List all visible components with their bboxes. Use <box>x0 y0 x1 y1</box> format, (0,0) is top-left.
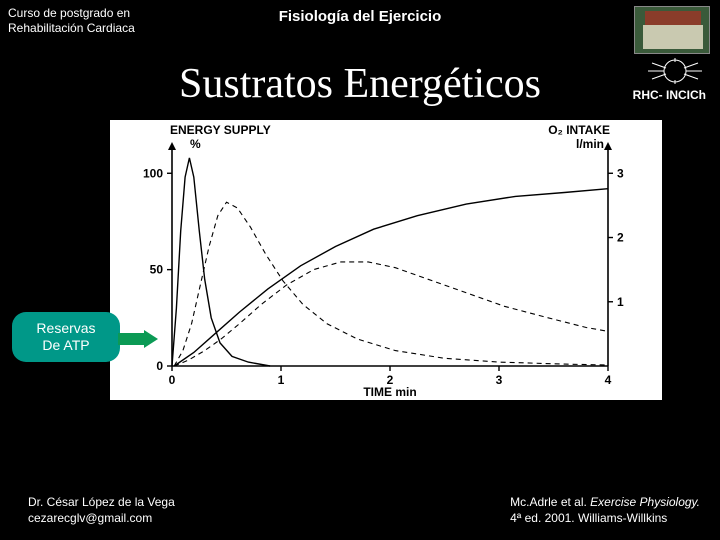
citation-title: Exercise Physiology. <box>590 495 700 509</box>
photo-roof <box>645 11 701 25</box>
svg-text:4: 4 <box>605 373 612 387</box>
callout-line2: De ATP <box>42 337 89 353</box>
institution-photo <box>634 6 710 54</box>
callout-arrow-icon <box>118 330 158 348</box>
svg-text:2: 2 <box>617 231 624 245</box>
slide-root: Curso de postgrado en Rehabilitación Car… <box>0 0 720 540</box>
energy-supply-chart: 05010012301234ENERGY SUPPLY%O₂ INTAKEl/m… <box>110 120 662 400</box>
citation-suffix: 4ª ed. 2001. Williams-Willkins <box>510 511 667 525</box>
svg-text:O₂ INTAKE: O₂ INTAKE <box>548 123 610 137</box>
citation-footer: Mc.Adrle et al. Exercise Physiology. 4ª … <box>510 494 700 526</box>
author-footer: Dr. César López de la Vega cezarecglv@gm… <box>28 494 175 526</box>
svg-text:0: 0 <box>169 373 176 387</box>
svg-text:%: % <box>190 137 201 151</box>
svg-text:100: 100 <box>143 166 163 180</box>
svg-text:50: 50 <box>150 263 164 277</box>
author-name: Dr. César López de la Vega <box>28 495 175 509</box>
svg-text:TIME min: TIME min <box>363 385 416 399</box>
svg-text:0: 0 <box>156 359 163 373</box>
svg-text:l/min: l/min <box>576 137 604 151</box>
page-title: Sustratos Energéticos <box>0 60 720 108</box>
svg-text:3: 3 <box>617 166 624 180</box>
citation-prefix: Mc.Adrle et al. <box>510 495 590 509</box>
callout-line1: Reservas <box>36 320 95 336</box>
svg-text:1: 1 <box>278 373 285 387</box>
svg-text:ENERGY SUPPLY: ENERGY SUPPLY <box>170 123 271 137</box>
atp-reserves-callout: Reservas De ATP <box>12 312 120 362</box>
subject-label: Fisiología del Ejercicio <box>0 8 720 25</box>
svg-text:1: 1 <box>617 295 624 309</box>
svg-text:3: 3 <box>496 373 503 387</box>
author-email: cezarecglv@gmail.com <box>28 511 152 525</box>
photo-body <box>643 25 703 49</box>
